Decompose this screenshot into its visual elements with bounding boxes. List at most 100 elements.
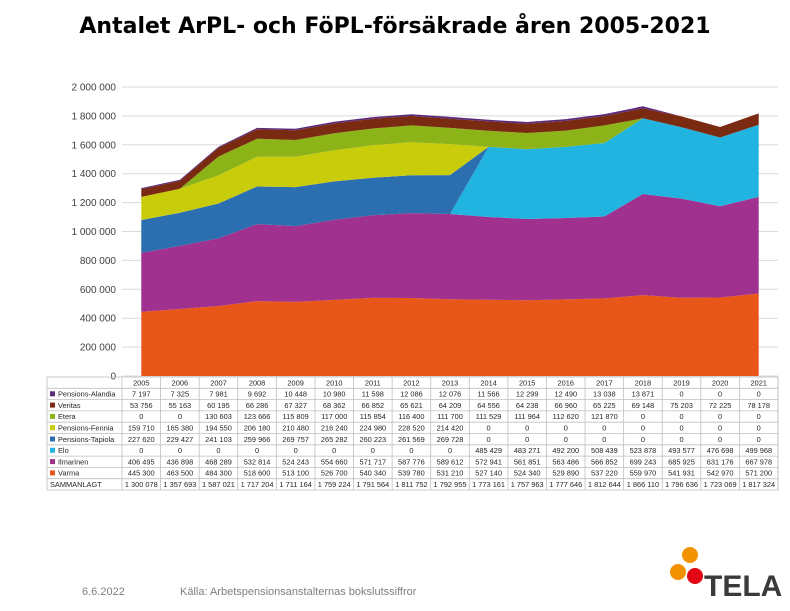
data-label: 524 340 bbox=[514, 469, 541, 478]
data-label: 261 569 bbox=[398, 435, 425, 444]
data-label: 436 898 bbox=[167, 457, 194, 466]
data-label: 0 bbox=[641, 435, 645, 444]
total-value: 1 723 069 bbox=[704, 480, 737, 489]
total-value: 1 711 164 bbox=[279, 480, 311, 489]
data-label: 587 776 bbox=[398, 457, 425, 466]
x-tick-label: 2013 bbox=[442, 378, 458, 387]
footer-source: Källa: Arbetspensionsanstalternas bokslu… bbox=[180, 586, 417, 598]
data-label: 260 223 bbox=[359, 435, 386, 444]
total-value: 1 811 752 bbox=[395, 480, 427, 489]
total-value: 1 300 078 bbox=[125, 480, 158, 489]
data-label: 561 851 bbox=[514, 457, 541, 466]
legend-key-pensions-fennia bbox=[50, 425, 55, 431]
data-label: 269 728 bbox=[437, 435, 464, 444]
data-label: 0 bbox=[255, 446, 259, 455]
area-varma bbox=[141, 293, 759, 376]
data-label: 540 340 bbox=[359, 469, 386, 478]
data-label: 527 140 bbox=[475, 469, 502, 478]
data-label: 55 163 bbox=[169, 401, 192, 410]
data-label: 685 925 bbox=[668, 457, 695, 466]
x-tick-label: 2012 bbox=[403, 378, 419, 387]
data-label: 0 bbox=[679, 390, 683, 399]
data-label: 12 299 bbox=[516, 390, 539, 399]
total-value: 1 773 161 bbox=[472, 480, 505, 489]
logo-text: TELA bbox=[704, 570, 782, 603]
y-tick-label: 1 600 000 bbox=[72, 140, 117, 151]
x-tick-label: 2006 bbox=[172, 378, 188, 387]
data-label: 571 200 bbox=[745, 469, 772, 478]
data-label: 0 bbox=[139, 446, 143, 455]
data-label: 524 243 bbox=[282, 457, 309, 466]
data-label: 66 960 bbox=[554, 401, 577, 410]
total-value: 1 796 636 bbox=[665, 480, 698, 489]
data-label: 210 480 bbox=[282, 424, 309, 433]
total-row-label: SAMMANLAGT bbox=[50, 480, 102, 489]
data-label: 265 282 bbox=[321, 435, 348, 444]
total-value: 1 587 021 bbox=[202, 480, 235, 489]
data-label: 78 178 bbox=[747, 401, 770, 410]
data-label: 7 981 bbox=[209, 390, 228, 399]
data-label: 499 968 bbox=[745, 446, 772, 455]
data-label: 0 bbox=[679, 435, 683, 444]
data-label: 476 698 bbox=[707, 446, 734, 455]
total-value: 1 357 693 bbox=[163, 480, 196, 489]
data-label: 111 964 bbox=[514, 412, 540, 421]
data-label: 0 bbox=[564, 435, 568, 444]
legend-key-etera bbox=[50, 413, 55, 419]
data-label: 0 bbox=[679, 412, 683, 421]
data-label: 559 970 bbox=[630, 469, 657, 478]
legend-label-pensions-fennia: Pensions-Fennia bbox=[58, 424, 114, 433]
x-tick-label: 2019 bbox=[673, 378, 689, 387]
data-label: 518 600 bbox=[244, 469, 271, 478]
data-label: 12 086 bbox=[400, 390, 423, 399]
data-label: 0 bbox=[679, 424, 683, 433]
logo-dot-top bbox=[682, 547, 698, 563]
data-label: 13 038 bbox=[593, 390, 616, 399]
data-label: 667 978 bbox=[745, 457, 772, 466]
data-label: 0 bbox=[487, 424, 491, 433]
data-label: 65 621 bbox=[400, 401, 423, 410]
data-label: 241 103 bbox=[205, 435, 232, 444]
x-tick-label: 2011 bbox=[365, 378, 381, 387]
data-label: 529 890 bbox=[552, 469, 579, 478]
data-label: 214 420 bbox=[437, 424, 464, 433]
legend-label-veritas: Veritas bbox=[58, 401, 81, 410]
data-label: 259 966 bbox=[244, 435, 271, 444]
legend-key-ilmarinen bbox=[50, 459, 55, 465]
total-value: 1 759 224 bbox=[318, 480, 351, 489]
data-label: 542 970 bbox=[707, 469, 734, 478]
data-label: 206 180 bbox=[244, 424, 271, 433]
data-label: 492 200 bbox=[552, 446, 579, 455]
total-value: 1 757 963 bbox=[511, 480, 544, 489]
total-value: 1 792 955 bbox=[434, 480, 467, 489]
data-label: 554 660 bbox=[321, 457, 348, 466]
x-tick-label: 2010 bbox=[326, 378, 342, 387]
data-label: 463 500 bbox=[167, 469, 194, 478]
data-label: 216 240 bbox=[321, 424, 348, 433]
data-label: 75 203 bbox=[670, 401, 693, 410]
data-label: 53 756 bbox=[130, 401, 153, 410]
data-label: 0 bbox=[178, 446, 182, 455]
data-label: 0 bbox=[718, 390, 722, 399]
legend-label-pensions-alandia: Pensions-Alandia bbox=[58, 390, 116, 399]
data-label: 563 486 bbox=[552, 457, 579, 466]
tela-logo: TELA bbox=[670, 547, 782, 603]
data-label: 531 210 bbox=[437, 469, 464, 478]
data-label: 485 429 bbox=[475, 446, 502, 455]
legend-label-varma: Varma bbox=[58, 469, 80, 478]
logo-dot-left bbox=[670, 564, 686, 580]
x-tick-label: 2015 bbox=[519, 378, 535, 387]
x-tick-label: 2016 bbox=[558, 378, 574, 387]
legend-label-pensions-tapiola: Pensions-Tapiola bbox=[58, 435, 115, 444]
data-label: 0 bbox=[641, 412, 645, 421]
stacked-areas bbox=[141, 106, 759, 376]
data-label: 445 300 bbox=[128, 469, 155, 478]
data-table: 2005 2006 2007 2008 2009 2010 2011 2012 2013 2014… bbox=[46, 376, 779, 491]
legend-key-pensions-tapiola bbox=[50, 436, 55, 442]
data-label: 539 780 bbox=[398, 469, 425, 478]
data-label: 0 bbox=[487, 435, 491, 444]
data-label: 0 bbox=[564, 424, 568, 433]
total-value: 1 866 110 bbox=[627, 480, 659, 489]
data-label: 483 271 bbox=[514, 446, 541, 455]
